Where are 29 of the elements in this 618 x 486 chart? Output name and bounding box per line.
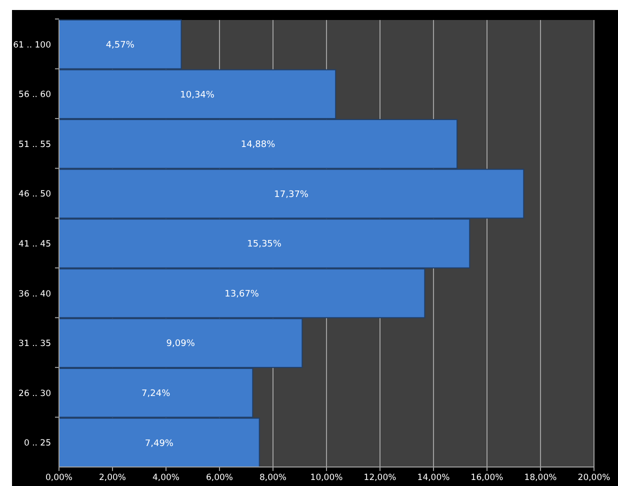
data-label: 13,67% xyxy=(224,289,260,300)
x-tick-label: 10,00% xyxy=(310,473,343,483)
y-tick-label: 51 .. 55 xyxy=(18,140,51,150)
y-tick-label: 56 .. 60 xyxy=(18,90,51,100)
x-tick-label: 4,00% xyxy=(152,473,180,483)
data-label: 9,09% xyxy=(166,339,196,350)
data-label: 10,34% xyxy=(180,90,215,100)
y-tick-label: 61 .. 100 xyxy=(13,40,51,50)
data-label: 7,24% xyxy=(142,388,171,399)
y-tick-label: 26 .. 30 xyxy=(18,388,51,399)
data-label: 4,57% xyxy=(106,40,135,51)
y-tick-label: 46 .. 50 xyxy=(18,190,51,200)
data-label: 15,35% xyxy=(247,240,282,250)
x-tick-label: 20,00% xyxy=(578,473,610,483)
x-tick-label: 0,00% xyxy=(45,473,73,483)
x-tick-label: 12,00% xyxy=(364,473,396,483)
x-tick-label: 6,00% xyxy=(206,473,234,483)
x-tick-label: 2,00% xyxy=(98,473,126,483)
y-tick-label: 31 .. 35 xyxy=(18,339,51,350)
data-label: 17,37% xyxy=(274,190,309,200)
data-label: 14,88% xyxy=(240,140,276,150)
x-tick-label: 16,00% xyxy=(470,473,504,483)
y-tick-label: 41 .. 45 xyxy=(18,239,51,250)
x-tick-label: 8,00% xyxy=(259,473,287,483)
y-tick-label: 0 .. 25 xyxy=(24,438,51,449)
data-label: 7,49% xyxy=(144,438,174,449)
x-tick-label: 18,00% xyxy=(524,473,557,483)
x-tick-label: 14,00% xyxy=(417,473,450,483)
y-tick-label: 36 .. 40 xyxy=(18,289,51,300)
